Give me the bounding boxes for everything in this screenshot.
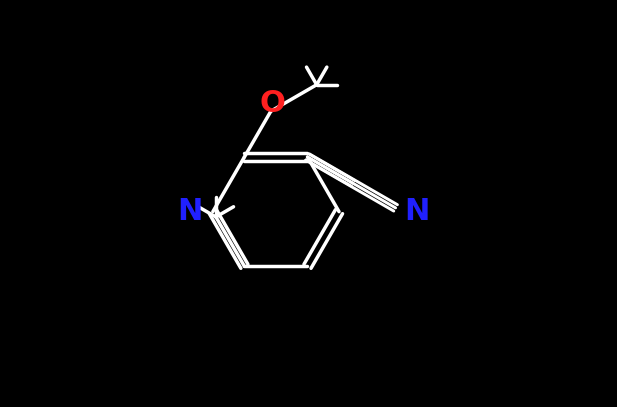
Text: N: N [405, 197, 430, 226]
Text: N: N [177, 197, 202, 226]
Text: O: O [260, 89, 286, 118]
